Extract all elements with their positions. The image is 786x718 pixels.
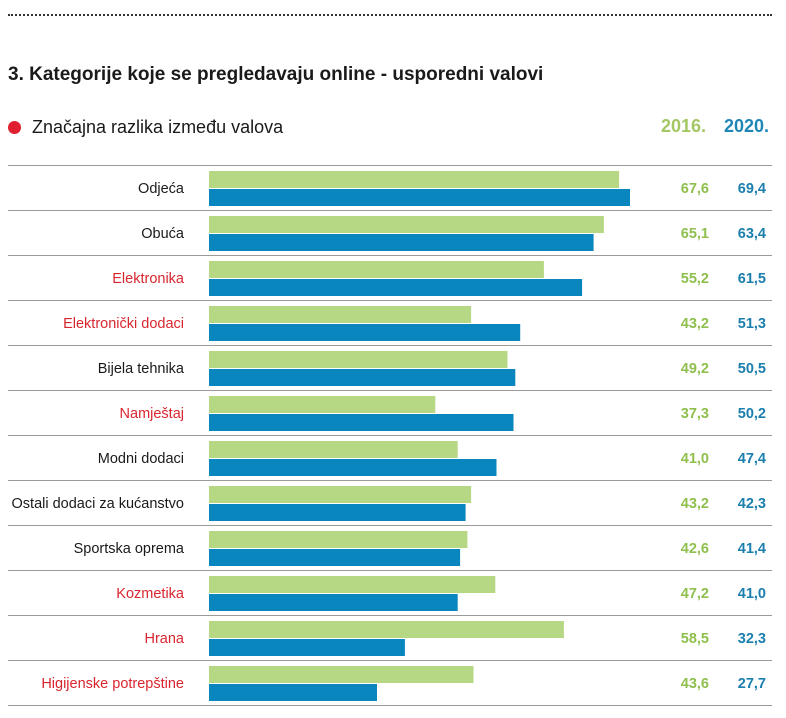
bar-2016	[209, 531, 468, 548]
value-label-2020: 63,4	[738, 226, 766, 242]
chart-title: 3. Kategorije koje se pregledavaju onlin…	[8, 64, 544, 85]
bar-2016	[209, 621, 564, 638]
category-label: Elektronički dodaci	[63, 316, 184, 332]
category-label: Elektronika	[112, 271, 185, 287]
legend: Značajna razlika između valova	[8, 117, 283, 138]
category-label: Kozmetika	[116, 586, 185, 602]
bar-2020	[209, 459, 497, 476]
category-label: Namještaj	[120, 406, 184, 422]
value-label-2016: 41,0	[681, 451, 709, 467]
value-label-2016: 67,6	[681, 181, 709, 197]
bar-2020	[209, 234, 594, 251]
value-label-2020: 61,5	[738, 271, 766, 287]
bar-2020	[209, 504, 466, 521]
value-label-2016: 37,3	[681, 406, 709, 422]
category-label: Bijela tehnika	[98, 361, 185, 377]
category-label: Obuća	[141, 226, 185, 242]
value-label-2016: 58,5	[681, 631, 709, 647]
bar-2016	[209, 306, 472, 323]
value-label-2016: 43,6	[681, 676, 709, 692]
category-label: Hrana	[145, 631, 185, 647]
bar-2020	[209, 324, 521, 341]
bar-2016	[209, 216, 604, 233]
bar-2016	[209, 486, 472, 503]
bar-2020	[209, 684, 377, 701]
category-label: Higijenske potrepštine	[41, 676, 184, 692]
bar-chart: Odjeća 67,6 69,4 Obuća 65,1 63,4 Elektronika 55…	[8, 165, 772, 706]
bar-2020	[209, 414, 514, 431]
value-label-2020: 41,0	[738, 586, 766, 602]
bar-2020	[209, 549, 461, 566]
series-header-2020: 2020.	[723, 116, 769, 136]
bar-2020	[209, 279, 583, 296]
bar-2020	[209, 594, 458, 611]
value-label-2016: 49,2	[681, 361, 709, 377]
bar-2016	[209, 576, 496, 593]
top-dotted-rule	[8, 14, 772, 16]
value-label-2020: 27,7	[738, 676, 766, 692]
value-label-2016: 42,6	[681, 541, 709, 557]
value-label-2020: 50,5	[738, 361, 766, 377]
bar-2020	[209, 639, 405, 656]
category-label: Odjeća	[138, 181, 185, 197]
bar-2016	[209, 351, 508, 368]
series-header-2016: 2016.	[660, 116, 706, 136]
value-label-2016: 65,1	[681, 226, 709, 242]
value-label-2020: 69,4	[738, 181, 766, 197]
value-label-2016: 55,2	[681, 271, 709, 287]
value-label-2020: 50,2	[738, 406, 766, 422]
category-label: Sportska oprema	[74, 541, 185, 557]
bar-2020	[209, 369, 516, 386]
bar-2016	[209, 666, 474, 683]
value-label-2020: 32,3	[738, 631, 766, 647]
value-label-2016: 43,2	[681, 496, 709, 512]
value-label-2016: 43,2	[681, 316, 709, 332]
category-label: Ostali dodaci za kućanstvo	[12, 496, 184, 512]
bar-2016	[209, 396, 436, 413]
value-label-2020: 42,3	[738, 496, 766, 512]
bar-2016	[209, 171, 620, 188]
value-label-2016: 47,2	[681, 586, 709, 602]
value-label-2020: 47,4	[738, 451, 766, 467]
value-label-2020: 41,4	[738, 541, 766, 557]
value-label-2020: 51,3	[738, 316, 766, 332]
legend-label: Značajna razlika između valova	[32, 117, 284, 137]
bar-2020	[209, 189, 630, 206]
significance-dot-icon	[8, 121, 21, 134]
bar-2016	[209, 261, 544, 278]
category-label: Modni dodaci	[98, 451, 184, 467]
bar-2016	[209, 441, 458, 458]
